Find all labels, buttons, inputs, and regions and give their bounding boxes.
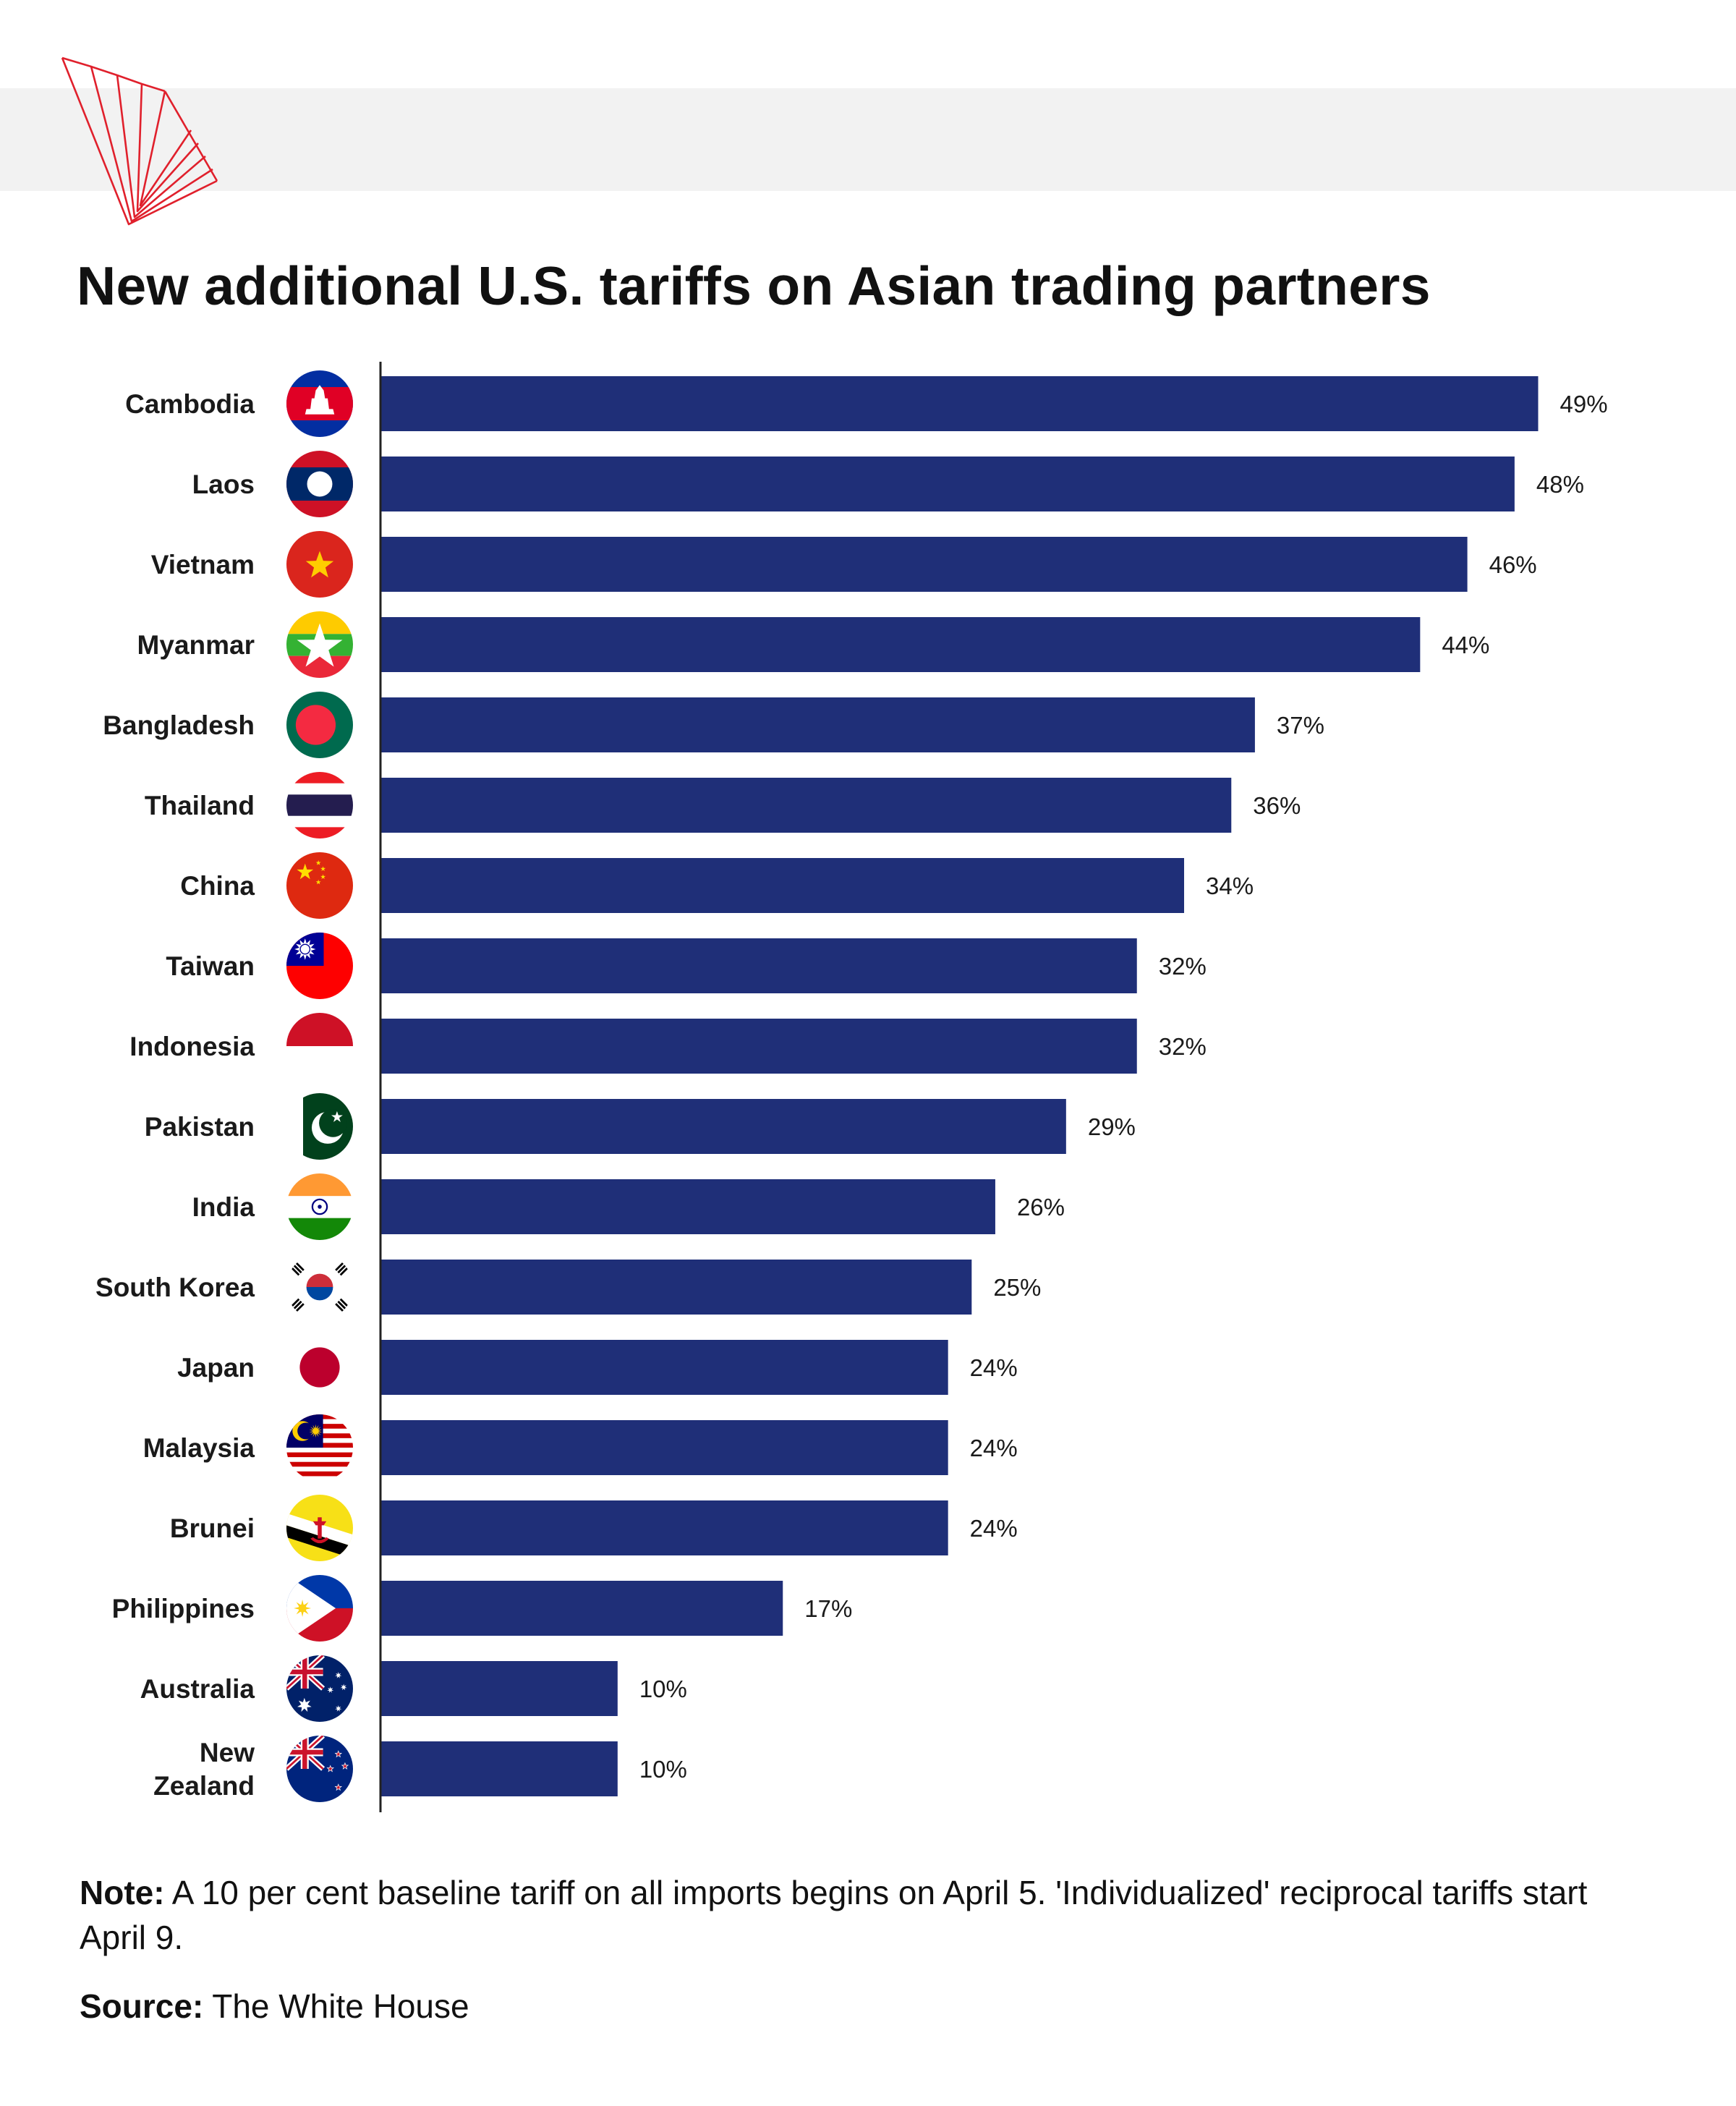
indonesia-flag-icon [286,1013,353,1079]
brand-logo-icon [61,56,218,226]
note-label: Note: [80,1874,165,1911]
category-label: India [192,1192,255,1222]
category-label: China [180,871,255,901]
source-label: Source: [80,1987,204,2025]
south-korea-flag-icon [286,1254,353,1320]
bar [381,1661,618,1716]
philippines-flag-icon [286,1575,353,1642]
category-label: Indonesia [129,1032,255,1061]
malaysia-flag-icon [286,1414,353,1482]
category-label: New Zealand [153,1738,255,1801]
value-label: 36% [1253,792,1301,819]
bar [381,1741,618,1796]
vietnam-flag-icon [286,531,353,598]
header-band [0,88,1736,191]
value-label: 37% [1277,712,1324,739]
category-label: Vietnam [151,550,255,579]
chart-source: Source: The White House [80,1984,469,2029]
category-label: Brunei [170,1513,255,1543]
note-text: A 10 per cent baseline tariff on all imp… [80,1874,1588,1956]
value-label: 24% [970,1354,1018,1381]
pakistan-flag-icon [286,1093,353,1160]
value-label: 32% [1159,953,1207,980]
chart-note: Note: A 10 per cent baseline tariff on a… [80,1870,1599,1960]
value-label: 24% [970,1515,1018,1542]
bar [381,938,1137,993]
bar [381,1581,783,1636]
bar [381,1099,1066,1154]
bar [381,617,1421,672]
bar [381,858,1185,913]
category-label: Cambodia [125,389,255,419]
category-label: Thailand [145,791,255,820]
source-text: The White House [212,1987,469,2025]
bar [381,376,1539,431]
category-label: Bangladesh [103,710,255,740]
value-label: 26% [1017,1194,1065,1220]
brunei-flag-icon [286,1495,353,1561]
category-label: Philippines [112,1594,255,1623]
category-label: Taiwan [166,951,255,981]
value-label: 34% [1206,872,1254,899]
new-zealand-flag-icon [286,1736,353,1802]
value-label: 29% [1088,1113,1136,1140]
category-label: Malaysia [143,1433,255,1463]
value-label: 46% [1489,551,1537,578]
taiwan-flag-icon [286,933,353,999]
bar [381,1340,948,1395]
cambodia-flag-icon [286,370,353,437]
value-label: 10% [639,1676,687,1702]
laos-flag-icon [286,451,353,517]
china-flag-icon [286,852,353,919]
bar [381,1179,995,1234]
myanmar-flag-icon [286,611,353,678]
bar [381,537,1468,592]
bar [381,1500,948,1555]
category-label: Myanmar [137,630,255,660]
bar [381,778,1232,833]
category-label: Japan [177,1353,255,1383]
category-label: Australia [140,1674,255,1704]
value-label: 25% [993,1274,1041,1301]
india-flag-icon [286,1173,353,1240]
category-label: Pakistan [145,1112,255,1142]
category-label: South Korea [95,1273,255,1302]
value-label: 49% [1560,391,1608,417]
bar [381,1260,972,1315]
category-label: Laos [192,470,255,499]
japan-flag-icon [286,1334,353,1401]
value-label: 44% [1442,632,1489,658]
bar [381,697,1255,752]
bar [381,457,1515,511]
value-label: 24% [970,1435,1018,1461]
value-label: 17% [804,1595,852,1622]
bar [381,1420,948,1475]
value-label: 32% [1159,1033,1207,1060]
chart-title: New additional U.S. tariffs on Asian tra… [77,255,1431,316]
value-label: 10% [639,1756,687,1783]
thailand-flag-icon [286,772,353,838]
bar [381,1019,1137,1074]
bangladesh-flag-icon [286,692,353,758]
australia-flag-icon [286,1655,353,1722]
value-label: 48% [1536,471,1584,498]
bar-chart: Cambodia 49% Laos 48% Vietnam 46% Myanmar 44% Ba… [95,362,1608,1812]
